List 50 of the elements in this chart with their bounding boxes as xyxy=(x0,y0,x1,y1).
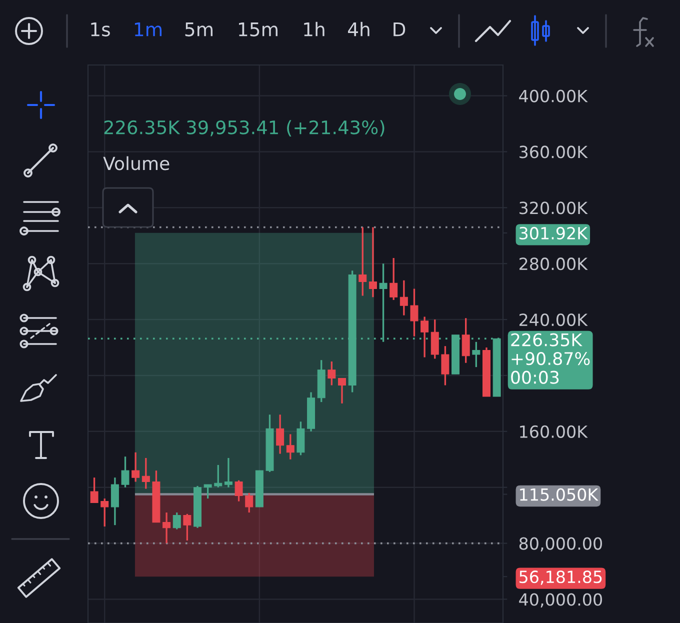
candlestick xyxy=(358,226,367,297)
candlestick xyxy=(204,484,212,500)
text: 226.35K 39,953.41 (+21.43%) xyxy=(104,120,384,137)
candlestick xyxy=(245,492,254,514)
candlestick xyxy=(90,476,98,504)
text: 4h xyxy=(348,22,370,36)
candlestick xyxy=(420,316,429,358)
candlestick xyxy=(338,377,346,404)
y-tick-label: 240.00K xyxy=(520,313,588,326)
candlestick xyxy=(328,360,336,386)
candlestick xyxy=(214,464,222,488)
candlestick xyxy=(224,457,232,488)
candlestick xyxy=(183,513,192,542)
candlestick xyxy=(142,457,150,490)
y-tick-label: 40,000.00 xyxy=(519,593,602,608)
candlestick xyxy=(400,280,408,316)
candlestick xyxy=(234,480,243,502)
candlestick xyxy=(296,420,305,456)
text: D xyxy=(394,22,406,36)
y-tick-label: 160.00K xyxy=(520,425,588,438)
text: 5m xyxy=(185,22,213,36)
y-tick-label: 280.00K xyxy=(520,258,588,270)
candlestick xyxy=(390,257,398,301)
text: 1s xyxy=(91,22,110,36)
candlestick xyxy=(368,226,377,298)
candlestick xyxy=(286,433,294,460)
y-tick-label: 56,181.85 xyxy=(520,570,602,585)
ref-line-label: 226.35K +90.87% 00:03 xyxy=(511,333,590,384)
annotation: Volume xyxy=(103,156,170,170)
candlestick xyxy=(121,456,130,488)
y-tick-label: 80,000.00 xyxy=(519,537,602,552)
text: 1h xyxy=(304,22,324,36)
candlestick xyxy=(132,452,140,483)
y-tick-label: 320.00K xyxy=(520,202,588,214)
candlestick xyxy=(410,288,418,338)
candlestick xyxy=(162,512,171,544)
candlestick xyxy=(172,512,181,530)
candlestick xyxy=(472,341,480,368)
text: 15m xyxy=(239,22,278,36)
candlestick xyxy=(430,318,439,360)
candlestick xyxy=(441,345,450,386)
y-tick-label: 301.92K xyxy=(520,226,588,240)
candlestick xyxy=(276,414,284,455)
text: 1m xyxy=(134,22,162,36)
candlestick xyxy=(110,476,119,526)
y-tick-label: 360.00K xyxy=(520,146,588,158)
candlestick xyxy=(100,498,109,528)
candlestick xyxy=(462,317,470,364)
y-tick-label: 400.00K xyxy=(519,90,588,102)
y-tick-label: 115.050K xyxy=(520,488,598,501)
